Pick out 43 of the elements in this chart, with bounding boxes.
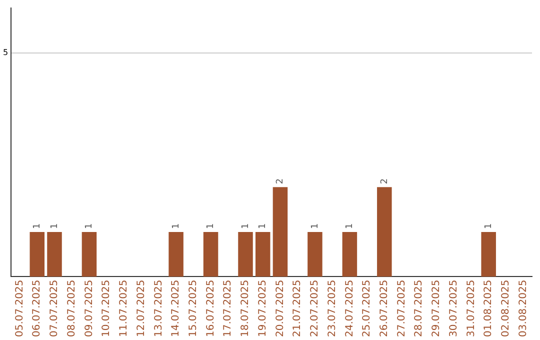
x-tick-label: 09.07.2025 xyxy=(84,280,95,338)
x-tick-label: 31.07.2025 xyxy=(466,280,477,338)
x-tick-label: 08.07.2025 xyxy=(66,280,78,338)
x-tick-label: 23.07.2025 xyxy=(326,280,338,338)
x-tick-label: 19.07.2025 xyxy=(257,280,268,338)
x-tick-label: 11.07.2025 xyxy=(118,280,130,338)
x-tick-label: 03.08.2025 xyxy=(518,280,529,338)
data-label: 1 xyxy=(240,223,251,229)
data-label: 1 xyxy=(84,223,95,229)
x-tick-label: 20.07.2025 xyxy=(274,280,286,338)
data-label: 1 xyxy=(50,223,60,229)
data-label: 1 xyxy=(258,223,268,229)
x-tick-label: 12.07.2025 xyxy=(136,280,147,338)
x-tick-label: 16.07.2025 xyxy=(205,280,216,338)
data-label: 1 xyxy=(345,223,356,229)
x-tick-label: 30.07.2025 xyxy=(448,280,460,338)
x-tick-label: 25.07.2025 xyxy=(362,280,373,338)
x-tick-label: 28.07.2025 xyxy=(414,280,425,338)
x-tick-label: 17.07.2025 xyxy=(222,280,234,338)
data-label: 1 xyxy=(484,223,494,229)
x-tick-label: 14.07.2025 xyxy=(170,280,182,338)
data-label: 1 xyxy=(32,223,42,229)
x-tick-label: 22.07.2025 xyxy=(310,280,321,338)
x-tick-label: 06.07.2025 xyxy=(32,280,43,338)
x-tick-label: 26.07.2025 xyxy=(379,280,390,338)
x-tick-label: 27.07.2025 xyxy=(396,280,408,338)
x-tick-label: 05.07.2025 xyxy=(14,280,26,338)
y-tick-label: 5 xyxy=(2,48,8,57)
data-label: 2 xyxy=(380,178,390,184)
x-tick-label: 07.07.2025 xyxy=(49,280,60,338)
data-label: 1 xyxy=(171,223,182,229)
x-tick-label: 24.07.2025 xyxy=(344,280,356,338)
x-tick-label: 13.07.2025 xyxy=(153,280,164,338)
data-label: 1 xyxy=(206,223,216,229)
x-tick-label: 10.07.2025 xyxy=(101,280,112,338)
data-label: 1 xyxy=(310,223,320,229)
data-label: 2 xyxy=(276,178,286,184)
x-tick-label: 01.08.2025 xyxy=(483,280,494,338)
x-tick-label: 18.07.2025 xyxy=(240,280,252,338)
x-tick-label: 02.08.2025 xyxy=(500,280,512,338)
x-tick-label: 21.07.2025 xyxy=(292,280,304,338)
x-tick-label: 29.07.2025 xyxy=(431,280,442,338)
x-tick-label: 15.07.2025 xyxy=(188,280,199,338)
